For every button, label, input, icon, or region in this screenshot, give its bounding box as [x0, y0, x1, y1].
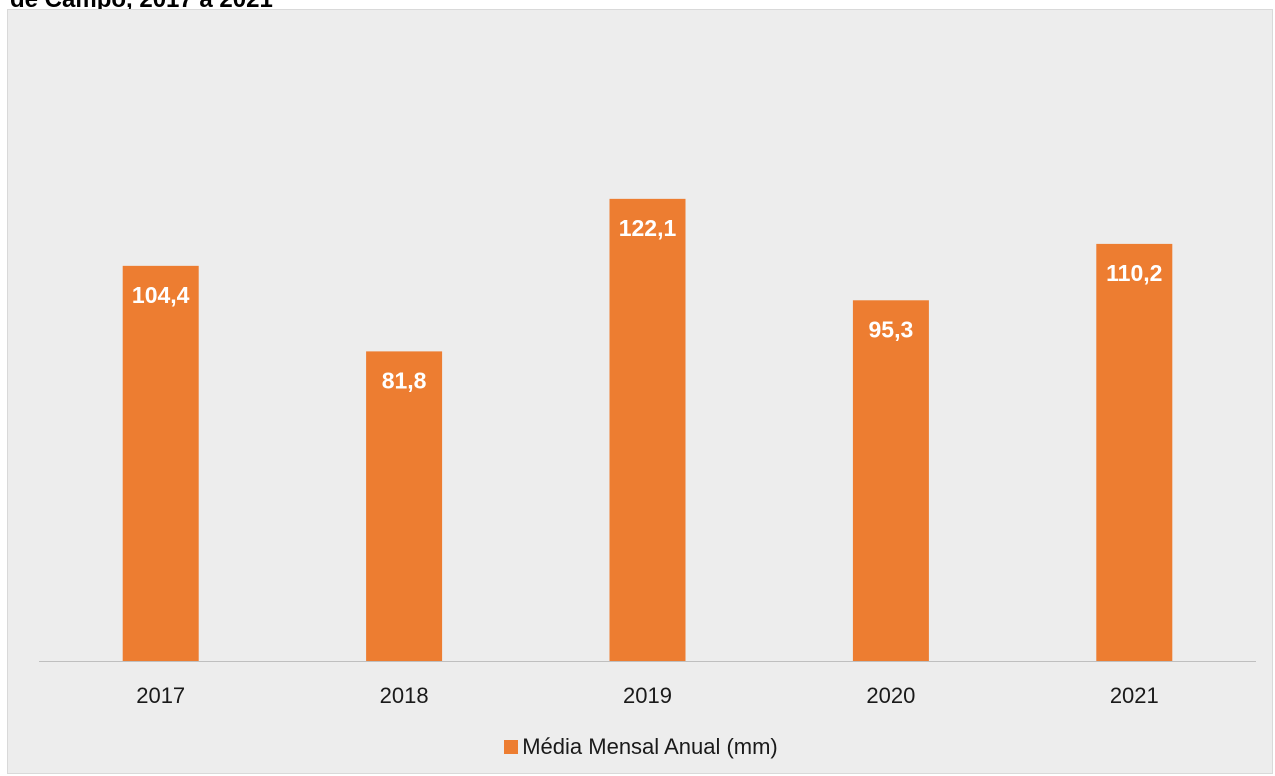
bar-2020 [852, 300, 929, 661]
bar-2021 [1096, 243, 1173, 661]
data-label-2019: 122,1 [619, 215, 677, 241]
legend-label: Média Mensal Anual (mm) [522, 734, 778, 759]
x-tick-label-2021: 2021 [1110, 683, 1159, 708]
data-label-2021: 110,2 [1106, 260, 1162, 286]
data-label-2017: 104,4 [132, 282, 190, 308]
bar-2019 [609, 198, 686, 661]
data-label-2018: 81,8 [382, 367, 427, 393]
x-tick-label-2018: 2018 [380, 683, 429, 708]
data-label-2020: 95,3 [869, 316, 914, 342]
legend: Média Mensal Anual (mm) [8, 734, 1274, 760]
legend-swatch [504, 740, 519, 754]
bar-chart: 104,4 2017 81,8 2018 122,1 2019 95,3 2020 110,2 2… [39, 198, 1256, 708]
x-tick-label-2019: 2019 [623, 683, 672, 708]
chart-area: 104,4 2017 81,8 2018 122,1 2019 95,3 2020 110,2 2… [7, 9, 1273, 774]
x-tick-label-2020: 2020 [866, 683, 915, 708]
bar-2017 [122, 265, 199, 661]
bar-2018 [366, 351, 443, 661]
x-tick-label-2017: 2017 [136, 683, 185, 708]
